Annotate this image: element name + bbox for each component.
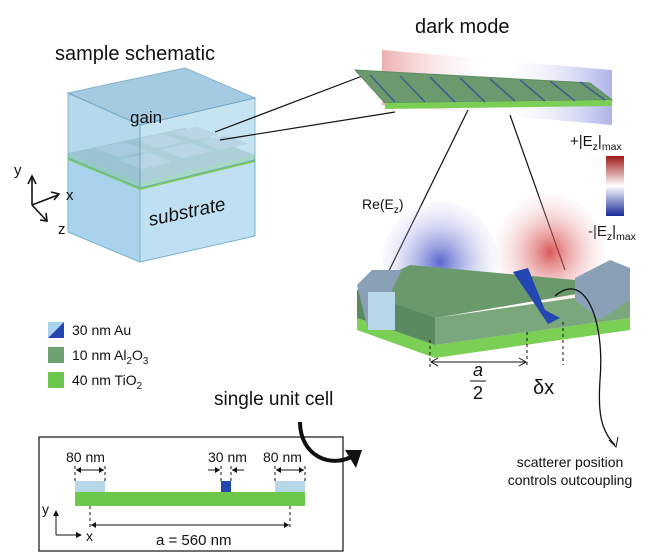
single-unit-cell-label: single unit cell — [214, 389, 333, 410]
legend-item: 30 nm Au — [72, 322, 131, 338]
legend-item: 40 nm TiO2 — [72, 372, 142, 392]
axis-z: z — [58, 221, 66, 238]
note-line: scatterer position — [517, 454, 624, 470]
subscript: max — [616, 231, 637, 243]
schematic-title: sample schematic — [55, 43, 215, 65]
colorbar — [606, 156, 624, 216]
text-part: 40 nm TiO — [72, 372, 137, 388]
scatterer-width: 30 nm — [208, 449, 247, 465]
text-part: O — [132, 347, 143, 363]
half-period-num: a — [473, 360, 483, 380]
note-line: controls outcoupling — [508, 472, 633, 488]
field-label: Re(Ez) — [362, 196, 403, 216]
shift-label: δx — [533, 377, 554, 399]
legend-item: 10 nm Al2O3 — [72, 347, 149, 367]
dark-mode-strip — [355, 50, 612, 125]
gain-label: gain — [130, 108, 162, 127]
sample-cube — [68, 68, 255, 262]
axis-y: y — [14, 162, 22, 179]
text-part: ) — [399, 196, 404, 212]
text-part: 30 nm Au — [72, 322, 131, 338]
figure: sample schematic gain substrate y x z da… — [0, 0, 648, 552]
axis-x: x — [66, 187, 74, 204]
text-part: 10 nm Al — [72, 347, 126, 363]
text-part: Re(E — [362, 196, 394, 212]
half-period-den: 2 — [473, 383, 483, 403]
colorbar-max: +|Ez|max — [570, 133, 622, 153]
subscript: 3 — [143, 356, 149, 367]
cs-axis-x: x — [86, 528, 93, 544]
text-part: +|E — [570, 133, 593, 150]
left-width: 80 nm — [66, 449, 105, 465]
cs-axis-y: y — [42, 501, 49, 517]
subscript: max — [602, 141, 623, 153]
dark-mode-title: dark mode — [415, 16, 510, 38]
xyz-axes — [28, 176, 59, 221]
subscript: 2 — [137, 381, 142, 392]
right-width: 80 nm — [263, 449, 302, 465]
unit-cell-3d — [355, 194, 630, 447]
period-label: a = 560 nm — [156, 532, 231, 549]
legend-swatches — [48, 322, 64, 388]
